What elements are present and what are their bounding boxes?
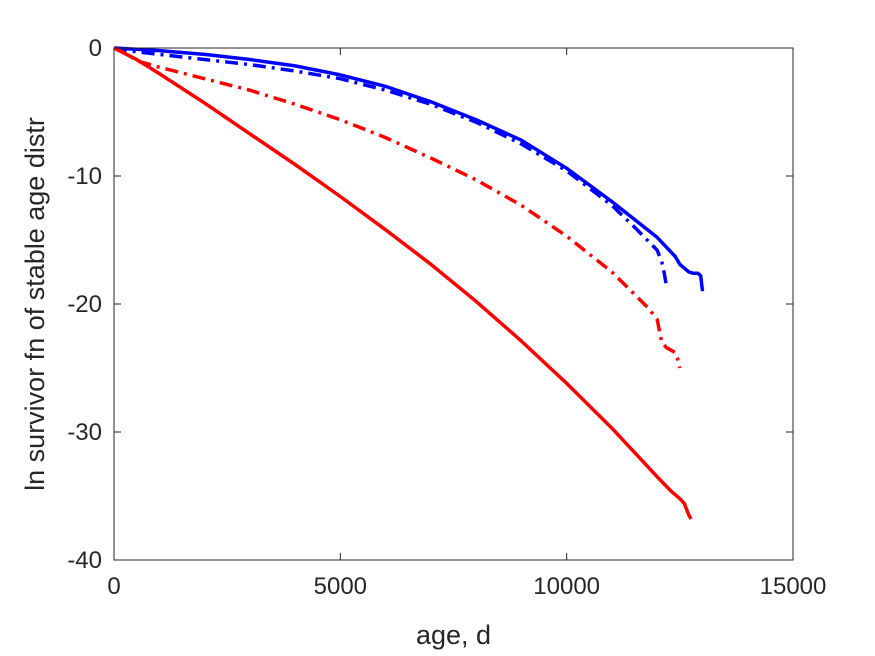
y-tick-label: -10 — [67, 163, 102, 190]
tick-layer: 0 5000 10000 15000 -40 -30 -20 -10 0 — [67, 35, 826, 600]
y-tick-label: -40 — [67, 547, 102, 574]
series-line-4 — [113, 46, 693, 520]
series-line-3 — [113, 46, 682, 369]
y-tick-label: -20 — [67, 291, 102, 318]
y-axis-label: ln survivor fn of stable age distr — [20, 117, 50, 491]
y-tick-label: -30 — [67, 419, 102, 446]
x-axis-label: age, d — [416, 620, 491, 650]
series-layer — [113, 46, 705, 520]
y-tick-label: 0 — [89, 35, 102, 62]
plot-area — [114, 48, 793, 560]
series-line-1 — [113, 46, 705, 292]
x-tick-label: 5000 — [314, 573, 367, 600]
x-tick-label: 15000 — [760, 573, 827, 600]
x-tick-label: 10000 — [533, 573, 600, 600]
x-tick-label: 0 — [107, 573, 120, 600]
series-line-2 — [113, 46, 669, 286]
